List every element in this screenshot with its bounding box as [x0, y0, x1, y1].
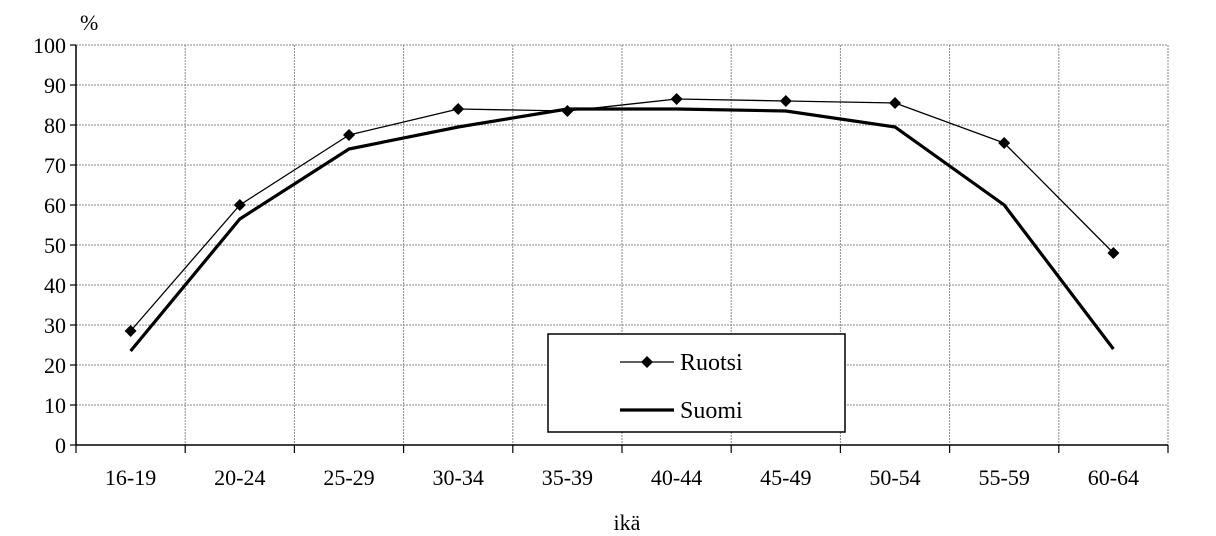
data-point-ruotsi: [343, 129, 355, 141]
y-tick-label: 30: [44, 313, 66, 338]
x-axis-title: ikä: [614, 510, 641, 535]
x-tick-label: 45-49: [760, 465, 811, 490]
x-tick-label: 30-34: [433, 465, 484, 490]
x-tick-label: 35-39: [542, 465, 593, 490]
x-tick-label: 25-29: [323, 465, 374, 490]
y-tick-label: 60: [44, 193, 66, 218]
y-tick-label: 40: [44, 273, 66, 298]
y-axis-title: %: [80, 10, 98, 35]
y-tick-label: 90: [44, 73, 66, 98]
x-tick-label: 40-44: [651, 465, 702, 490]
y-tick-label: 80: [44, 113, 66, 138]
y-tick-label: 100: [33, 33, 66, 58]
data-point-ruotsi: [452, 103, 464, 115]
y-tick-label: 70: [44, 153, 66, 178]
data-point-ruotsi: [671, 93, 683, 105]
y-tick-label: 20: [44, 353, 66, 378]
data-point-ruotsi: [889, 97, 901, 109]
legend: Ruotsi Suomi: [548, 334, 845, 432]
y-tick-label: 50: [44, 233, 66, 258]
y-tick-label: 0: [55, 433, 66, 458]
x-tick-label: 60-64: [1088, 465, 1139, 490]
x-tick-label: 50-54: [869, 465, 920, 490]
x-tick-label: 55-59: [979, 465, 1030, 490]
data-point-ruotsi: [780, 95, 792, 107]
x-tick-label: 16-19: [105, 465, 156, 490]
legend-ruotsi-label: Ruotsi: [680, 350, 743, 376]
legend-suomi-label: Suomi: [680, 398, 743, 424]
y-tick-label: 10: [44, 393, 66, 418]
x-tick-label: 20-24: [214, 465, 265, 490]
